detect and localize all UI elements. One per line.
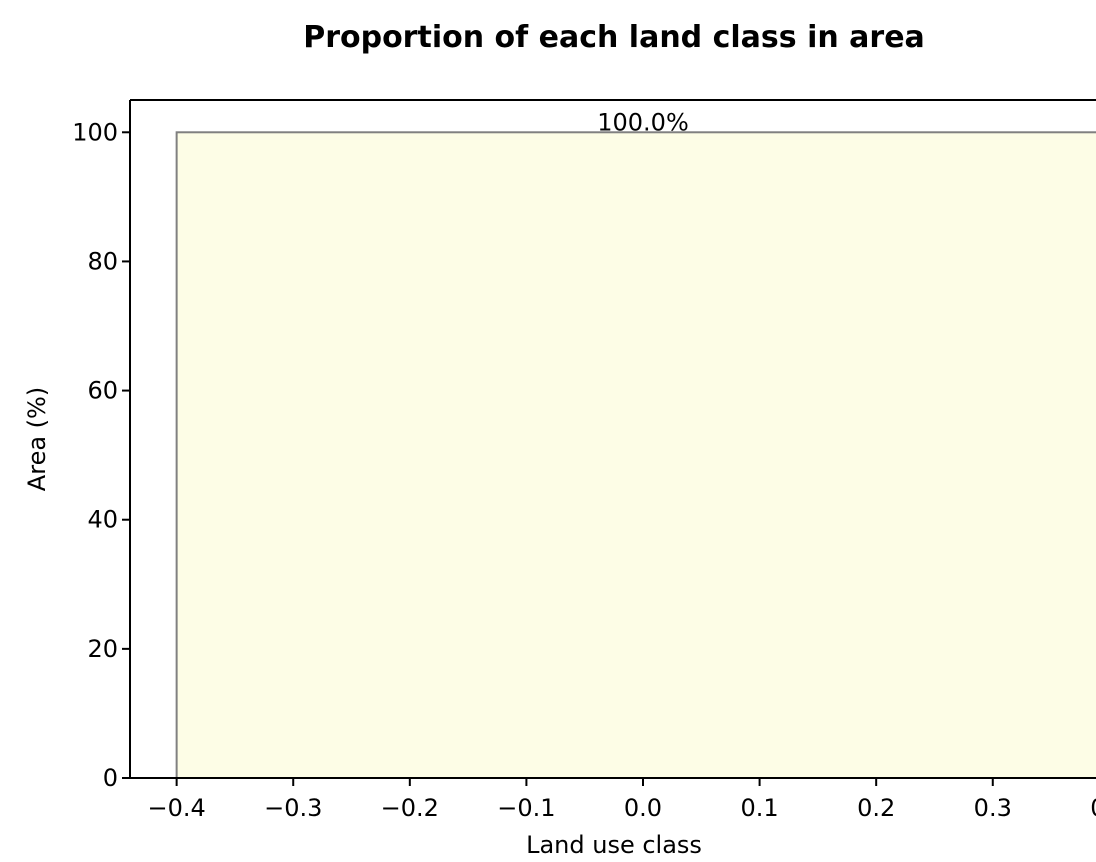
y-tick-label: 20 [87,635,118,663]
x-tick-label: −0.1 [497,794,555,822]
x-tick-label: −0.3 [264,794,322,822]
x-tick-label: 0.4 [1090,794,1096,822]
x-axis-ticks: −0.4 −0.3 −0.2 −0.1 0.0 0.1 0.2 0.3 0.4 [147,778,1096,822]
y-tick-label: 80 [87,247,118,275]
x-tick-label: 0.1 [741,794,779,822]
y-tick-label: 40 [87,506,118,534]
y-tick-label: 100 [72,118,118,146]
x-axis-label: Land use class [526,831,702,859]
y-tick-label: 0 [103,764,118,792]
bar-data-label: 100.0% [597,108,689,136]
bar [175,131,1096,780]
y-axis-label: Area (%) [23,387,51,491]
x-tick-label: −0.4 [147,794,205,822]
x-tick-label: −0.2 [381,794,439,822]
x-tick-label: 0.3 [974,794,1012,822]
y-tick-label: 60 [87,377,118,405]
y-axis-ticks: 0 20 40 60 80 100 [72,118,130,792]
x-tick-label: 0.0 [624,794,662,822]
plot-area: 100.0% [175,108,1096,780]
x-tick-label: 0.2 [857,794,895,822]
chart-title: Proportion of each land class in area [303,20,925,55]
